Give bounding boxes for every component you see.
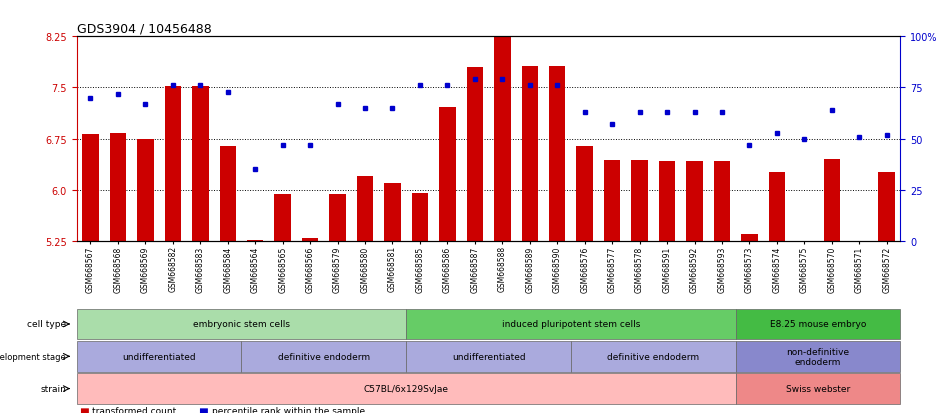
Bar xyxy=(577,146,592,242)
Text: non-definitive
endoderm: non-definitive endoderm xyxy=(786,347,850,366)
Bar xyxy=(274,195,291,242)
Text: embryonic stem cells: embryonic stem cells xyxy=(193,320,290,329)
Bar xyxy=(494,28,510,242)
Bar xyxy=(220,146,236,242)
Bar xyxy=(521,66,538,242)
Bar xyxy=(741,234,757,242)
Bar xyxy=(851,242,868,245)
Bar xyxy=(632,161,648,242)
Text: strain: strain xyxy=(40,384,66,393)
Bar xyxy=(549,66,565,242)
Bar xyxy=(797,242,812,245)
Text: undifferentiated: undifferentiated xyxy=(452,352,525,361)
Bar xyxy=(247,240,263,242)
Text: induced pluripotent stem cells: induced pluripotent stem cells xyxy=(502,320,640,329)
Text: percentile rank within the sample: percentile rank within the sample xyxy=(212,406,365,413)
Text: C57BL/6x129SvJae: C57BL/6x129SvJae xyxy=(364,384,448,393)
Bar xyxy=(138,140,154,242)
Text: undifferentiated: undifferentiated xyxy=(123,352,196,361)
Bar xyxy=(412,194,428,242)
Bar xyxy=(329,195,345,242)
Bar xyxy=(385,184,401,242)
Text: ■: ■ xyxy=(198,406,208,413)
Bar xyxy=(110,134,126,242)
Bar xyxy=(165,87,181,242)
Bar xyxy=(302,239,318,242)
Text: definitive endoderm: definitive endoderm xyxy=(607,352,699,361)
Text: Swiss webster: Swiss webster xyxy=(786,384,850,393)
Bar xyxy=(357,177,373,242)
Text: E8.25 mouse embryo: E8.25 mouse embryo xyxy=(770,320,866,329)
Bar xyxy=(82,135,98,242)
Bar xyxy=(604,161,621,242)
Bar xyxy=(714,162,730,242)
Bar xyxy=(879,172,895,242)
Text: cell type: cell type xyxy=(27,320,66,329)
Bar xyxy=(467,68,483,242)
Text: definitive endoderm: definitive endoderm xyxy=(278,352,370,361)
Text: transformed count: transformed count xyxy=(92,406,176,413)
Bar xyxy=(192,87,209,242)
Text: development stage: development stage xyxy=(0,352,66,361)
Bar xyxy=(768,172,785,242)
Bar xyxy=(686,162,703,242)
Bar xyxy=(439,107,456,242)
Text: ■: ■ xyxy=(79,406,88,413)
Text: GDS3904 / 10456488: GDS3904 / 10456488 xyxy=(77,22,212,35)
Bar xyxy=(824,160,840,242)
Bar xyxy=(659,162,675,242)
